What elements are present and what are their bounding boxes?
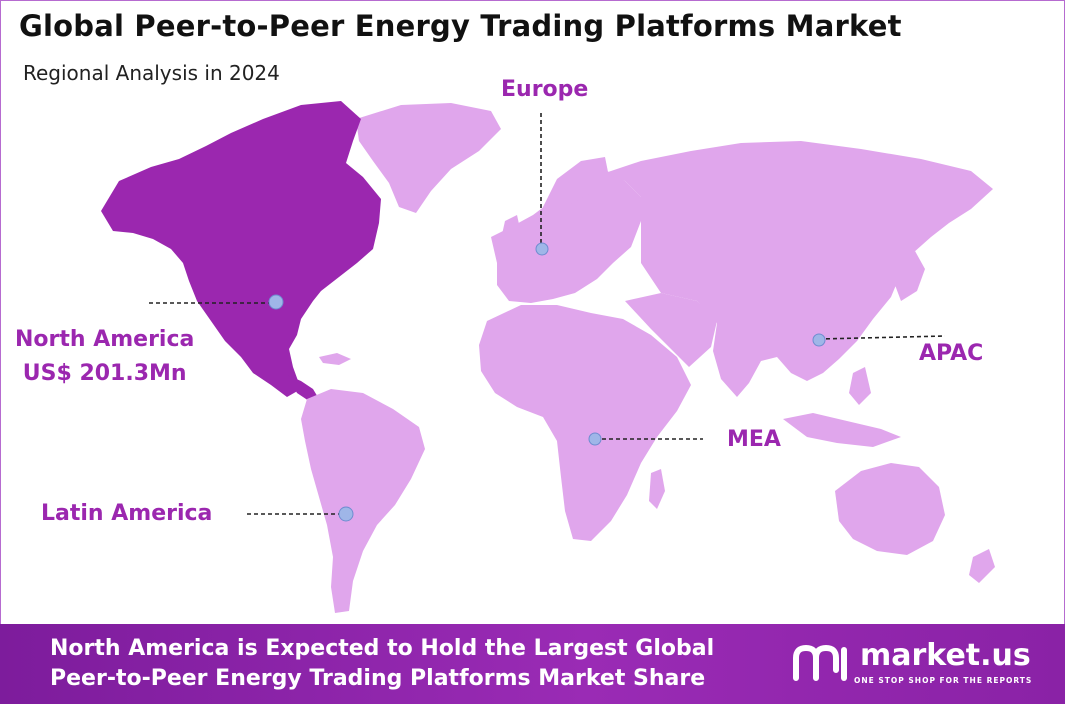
caribbean-shape bbox=[319, 353, 351, 365]
page-subtitle: Regional Analysis in 2024 bbox=[23, 61, 280, 85]
madagascar-shape bbox=[649, 469, 665, 509]
europe-marker bbox=[535, 242, 549, 256]
australia-shape bbox=[835, 463, 945, 555]
north-america-value: US$ 201.3Mn bbox=[22, 361, 187, 386]
north-america-name: North America bbox=[15, 327, 195, 352]
brand-logo: market.us ONE STOP SHOP FOR THE REPORTS bbox=[790, 638, 1050, 690]
page-title: Global Peer-to-Peer Energy Trading Platf… bbox=[19, 9, 902, 43]
philippines-shape bbox=[849, 367, 871, 405]
se-asia-shape bbox=[783, 413, 901, 447]
apac-marker bbox=[812, 333, 826, 347]
middle-east-shape bbox=[625, 293, 717, 367]
market-us-logo-icon bbox=[793, 644, 847, 681]
north-america-shape bbox=[101, 101, 381, 397]
apac-connector bbox=[818, 335, 946, 340]
world-map bbox=[101, 101, 995, 613]
central-america-shape bbox=[287, 375, 319, 401]
north-america-marker bbox=[268, 294, 284, 310]
brand-name: market.us bbox=[860, 638, 1031, 673]
footer-text: North America is Expected to Hold the La… bbox=[50, 634, 714, 694]
japan-shape bbox=[895, 251, 925, 301]
footer-line-2: Peer-to-Peer Energy Trading Platforms Ma… bbox=[50, 666, 706, 691]
north-america-label: North America US$ 201.3Mn bbox=[15, 323, 194, 391]
greenland-shape bbox=[356, 103, 501, 213]
europe-shape bbox=[491, 171, 641, 303]
europe-label: Europe bbox=[501, 77, 589, 102]
latin-america-marker bbox=[338, 506, 354, 522]
scandinavia-shape bbox=[541, 157, 609, 211]
latin-america-label: Latin America bbox=[41, 501, 213, 526]
uk-shape bbox=[501, 215, 521, 247]
asia-shape bbox=[605, 141, 993, 397]
mea-label: MEA bbox=[727, 427, 781, 452]
mea-marker bbox=[588, 432, 602, 446]
apac-label: APAC bbox=[919, 341, 984, 366]
footer-line-1: North America is Expected to Hold the La… bbox=[50, 636, 715, 661]
new-zealand-shape bbox=[969, 549, 995, 583]
brand-tagline: ONE STOP SHOP FOR THE REPORTS bbox=[854, 676, 1033, 685]
latin-america-shape bbox=[301, 389, 425, 613]
footer-banner: North America is Expected to Hold the La… bbox=[0, 624, 1065, 704]
africa-shape bbox=[479, 305, 691, 541]
